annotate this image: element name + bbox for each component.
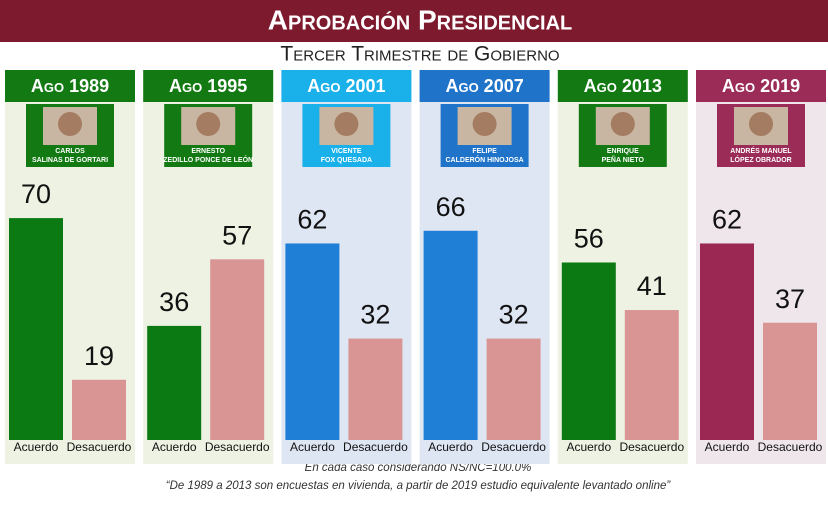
- photo-face: [472, 112, 497, 136]
- bar: [72, 379, 126, 440]
- note: En cada caso considerando NS/NC=100.0%: [305, 462, 532, 474]
- note: “De 1989 a 2013 son encuestas en viviend…: [166, 480, 672, 492]
- value-label: 37: [775, 284, 805, 314]
- panel-header: [696, 70, 826, 102]
- president-name: VICENTE: [331, 148, 362, 155]
- category-label: Acuerdo: [290, 440, 335, 454]
- panel-header: [419, 70, 550, 102]
- category-label: Acuerdo: [566, 440, 611, 454]
- category-label: Acuerdo: [14, 440, 59, 454]
- value-label: 36: [159, 287, 189, 317]
- bar: [763, 322, 817, 440]
- president-name: FELIPE: [472, 148, 497, 155]
- president-name: ZEDILLO PONCE DE LEÓN: [163, 155, 253, 164]
- panel-header: [143, 70, 274, 102]
- category-label: Desacuerdo: [481, 440, 546, 454]
- value-label: 32: [360, 300, 390, 330]
- panel-header: [5, 70, 135, 102]
- value-label: 56: [574, 224, 604, 254]
- bar: [147, 325, 202, 440]
- category-label: Acuerdo: [428, 440, 473, 454]
- bar: [700, 243, 754, 440]
- panel-title: Ago 2013: [584, 76, 662, 96]
- value-label: 66: [436, 192, 466, 222]
- bar: [9, 218, 63, 440]
- bar: [348, 338, 403, 440]
- photo-face: [334, 112, 359, 136]
- page-subtitle: Tercer Trimestre de Gobierno: [280, 43, 559, 66]
- category-label: Desacuerdo: [619, 440, 684, 454]
- bar: [285, 243, 340, 440]
- bar: [624, 310, 679, 440]
- president-name: CARLOS: [55, 148, 85, 155]
- panel-header: [281, 70, 412, 102]
- value-label: 19: [84, 341, 114, 371]
- bar: [210, 259, 265, 440]
- panel-title: Ago 2019: [722, 76, 800, 96]
- photo-face: [196, 112, 221, 136]
- category-label: Desacuerdo: [67, 440, 132, 454]
- category-label: Acuerdo: [705, 440, 750, 454]
- president-name: CALDERÓN HINOJOSA: [446, 155, 524, 164]
- president-name: ERNESTO: [191, 148, 225, 155]
- value-label: 70: [21, 179, 51, 209]
- panel-title: Ago 1995: [169, 76, 247, 96]
- photo-face: [58, 112, 82, 136]
- category-label: Desacuerdo: [343, 440, 408, 454]
- value-label: 41: [637, 271, 667, 301]
- panel-header: [557, 70, 688, 102]
- category-label: Desacuerdo: [205, 440, 270, 454]
- category-label: Acuerdo: [152, 440, 197, 454]
- president-name: LÓPEZ OBRADOR: [730, 155, 791, 164]
- president-name: ANDRÉS MANUEL: [730, 146, 792, 155]
- bar: [486, 338, 541, 440]
- panel-title: Ago 2007: [445, 76, 523, 96]
- value-label: 62: [297, 205, 327, 235]
- panel-title: Ago 2001: [307, 76, 385, 96]
- value-label: 57: [222, 220, 252, 250]
- president-name: ENRIQUE: [607, 148, 639, 155]
- bar: [561, 262, 616, 440]
- photo-face: [610, 112, 635, 136]
- page-title: Aprobación Presidencial: [268, 4, 572, 35]
- value-label: 62: [712, 205, 742, 235]
- category-label: Desacuerdo: [758, 440, 823, 454]
- panel-title: Ago 1989: [31, 76, 109, 96]
- president-name: FOX QUESADA: [321, 157, 372, 164]
- bar: [423, 230, 478, 440]
- value-label: 32: [499, 300, 529, 330]
- president-name: PEÑA NIETO: [602, 155, 645, 164]
- president-name: SALINAS DE GORTARI: [32, 157, 108, 164]
- banner: [0, 0, 828, 42]
- photo-face: [749, 112, 773, 136]
